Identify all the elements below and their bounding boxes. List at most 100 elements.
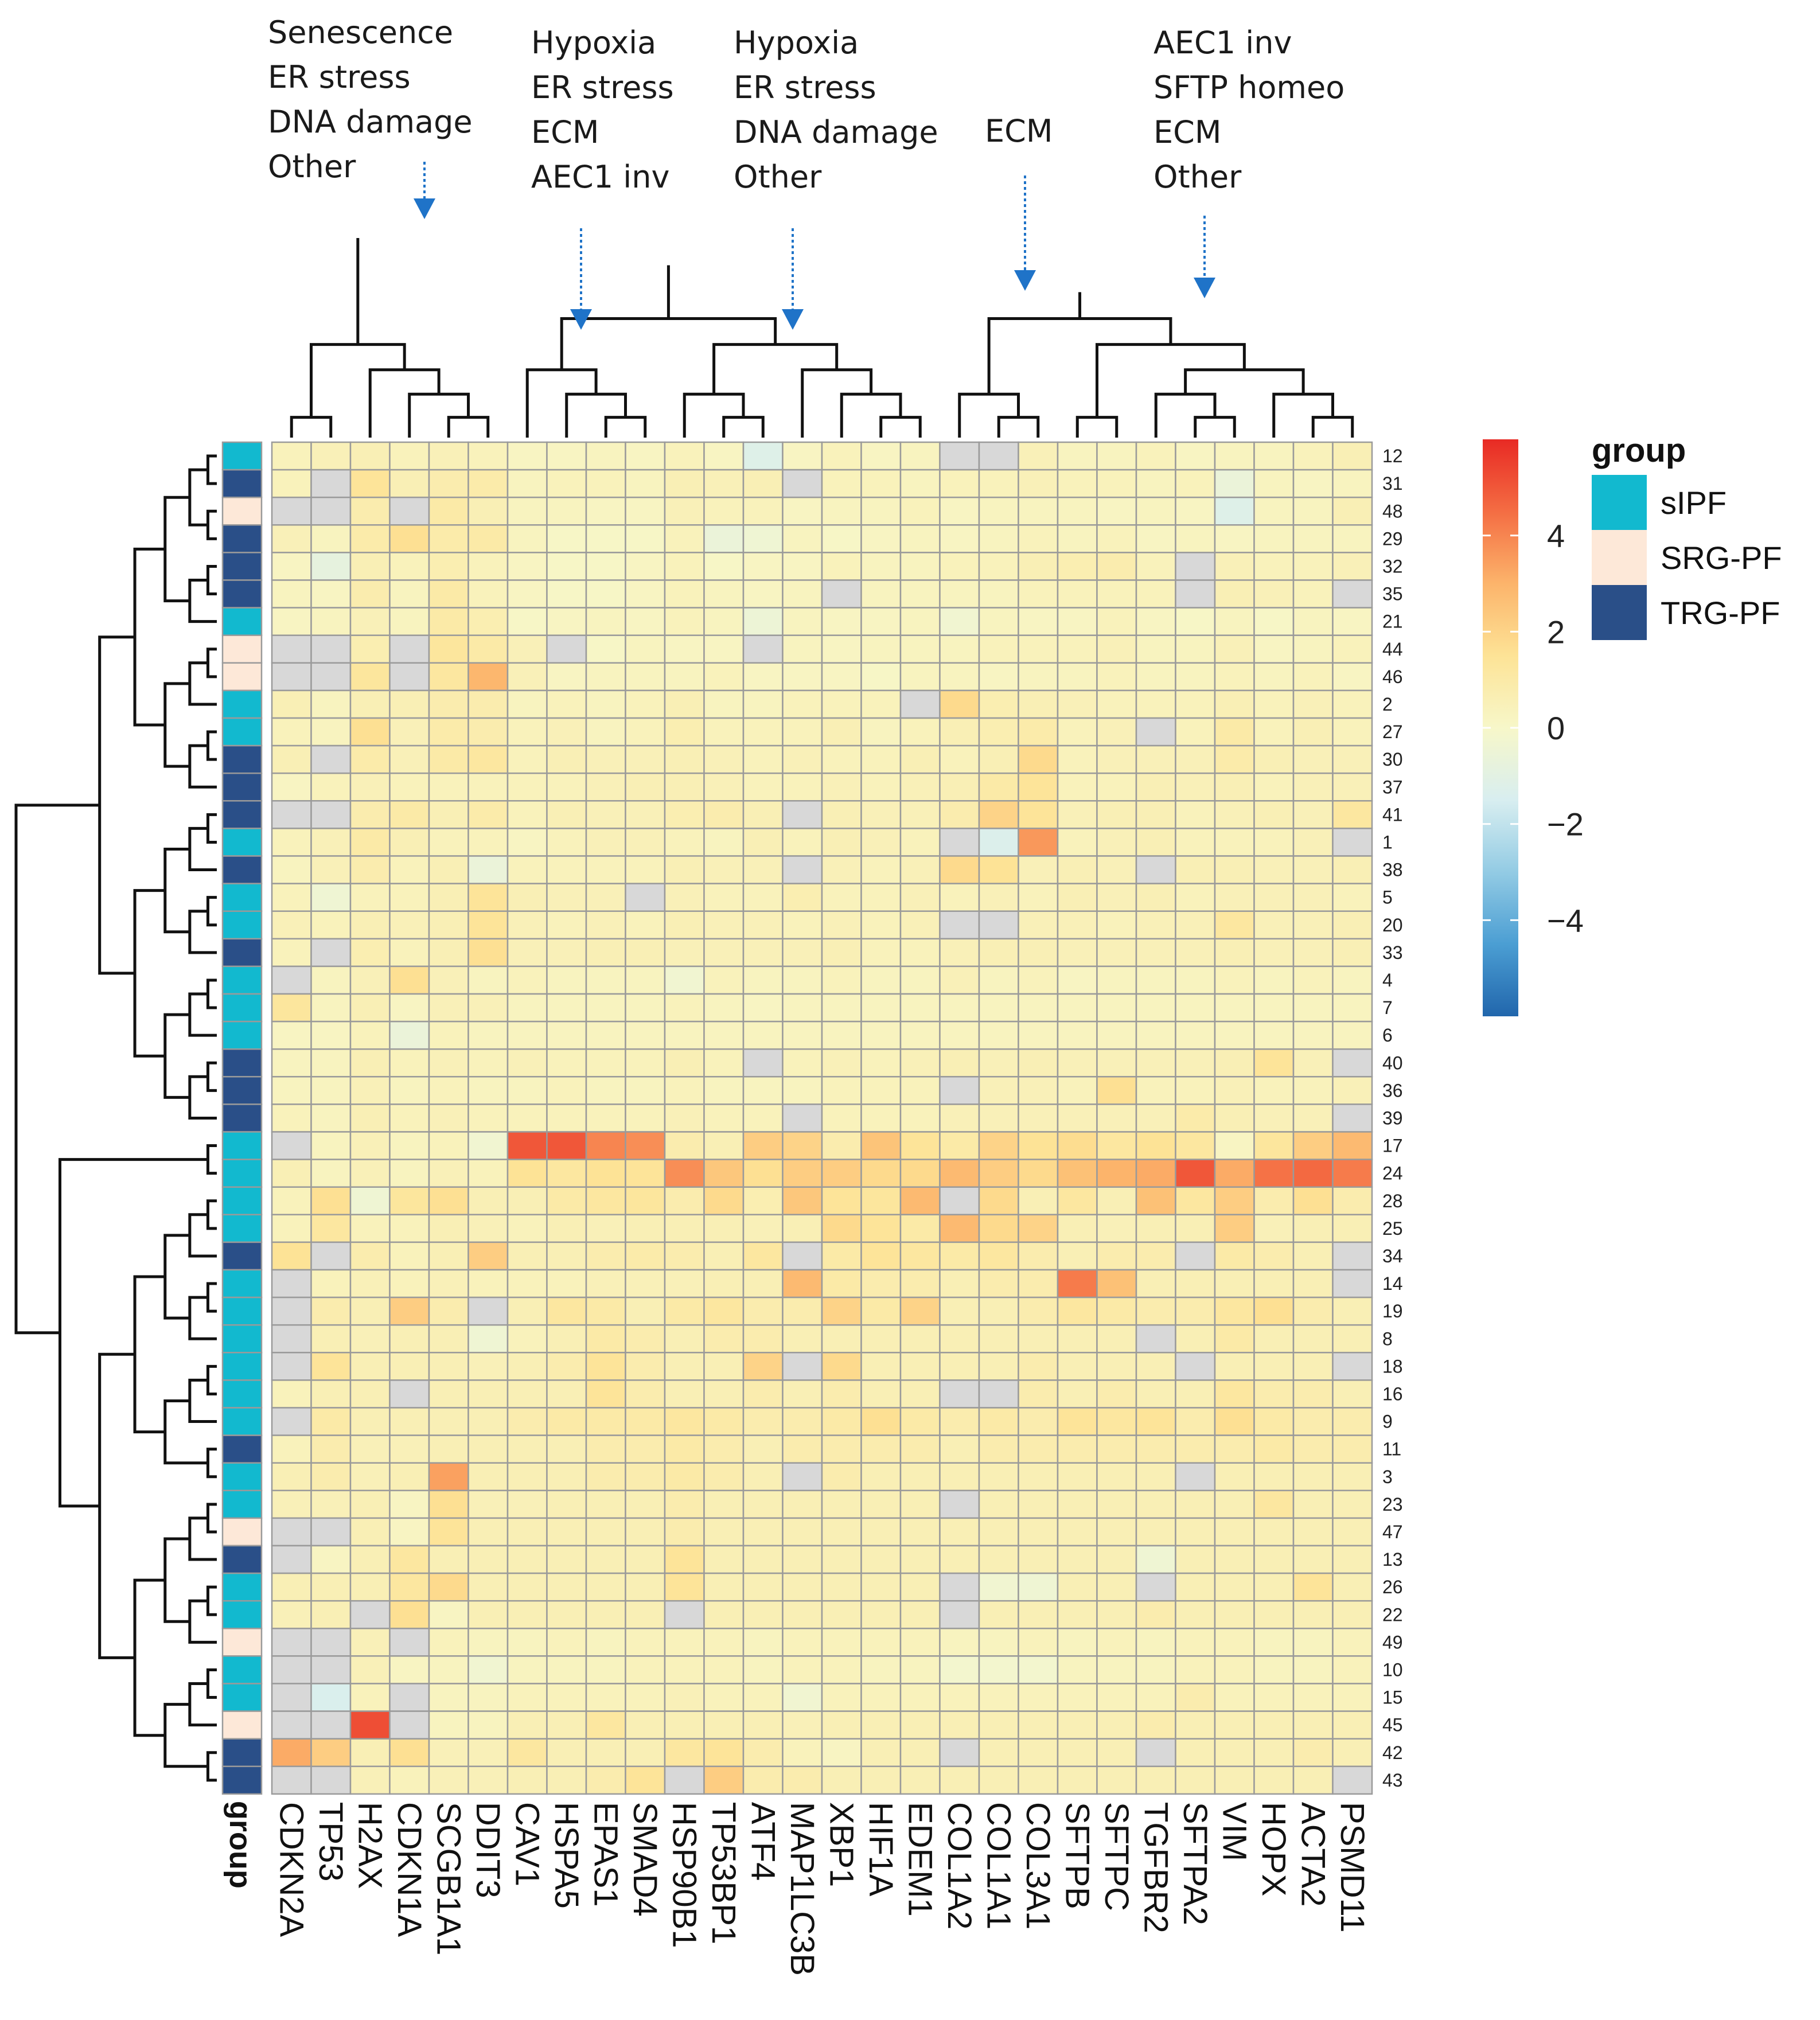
heatmap-cell bbox=[625, 1103, 666, 1133]
heatmap-cell bbox=[1332, 469, 1373, 498]
heatmap-cell bbox=[939, 1628, 980, 1657]
heatmap-cell bbox=[703, 1462, 745, 1492]
heatmap-cell bbox=[546, 1683, 587, 1712]
heatmap-cell bbox=[585, 1076, 626, 1105]
heatmap-cell bbox=[625, 1131, 666, 1160]
heatmap-cell bbox=[1135, 1214, 1176, 1243]
heatmap-cell bbox=[978, 1710, 1019, 1740]
row-dendrogram-branch bbox=[98, 1352, 135, 1659]
heatmap-cell bbox=[742, 1628, 784, 1657]
heatmap-cell bbox=[1135, 1434, 1176, 1464]
heatmap-cell bbox=[1214, 717, 1255, 747]
heatmap-cell bbox=[1018, 1683, 1059, 1712]
heatmap-cell bbox=[1135, 1241, 1176, 1271]
heatmap-cell bbox=[1253, 496, 1295, 526]
heatmap-cell bbox=[664, 855, 705, 884]
heatmap-cell bbox=[1018, 1462, 1059, 1492]
heatmap-cell bbox=[389, 1517, 430, 1547]
heatmap-cell bbox=[1175, 993, 1216, 1023]
heatmap-cell bbox=[1018, 1738, 1059, 1768]
heatmap-cell bbox=[546, 910, 587, 940]
heatmap-cells bbox=[271, 441, 1373, 1795]
heatmap-cell bbox=[821, 965, 862, 995]
heatmap-cell bbox=[1253, 1572, 1295, 1602]
heatmap-cell bbox=[506, 744, 548, 774]
heatmap-cell bbox=[585, 1572, 626, 1602]
heatmap-cell bbox=[821, 1159, 862, 1188]
heatmap-cell bbox=[703, 1434, 745, 1464]
heatmap-cell bbox=[271, 1517, 312, 1547]
heatmap-cell bbox=[821, 1655, 862, 1684]
legend-swatch bbox=[1592, 475, 1647, 530]
heatmap-cell bbox=[389, 1241, 430, 1271]
heatmap-cell bbox=[939, 1159, 980, 1188]
heatmap-cell bbox=[1018, 1352, 1059, 1381]
row-label: 43 bbox=[1382, 1770, 1403, 1791]
heatmap-cell bbox=[1214, 1628, 1255, 1657]
heatmap-cell bbox=[467, 469, 509, 498]
heatmap-cell bbox=[742, 1048, 784, 1078]
heatmap-cell bbox=[821, 717, 862, 747]
heatmap-cell bbox=[428, 855, 469, 884]
heatmap-cell bbox=[506, 1379, 548, 1409]
heatmap-cell bbox=[546, 634, 587, 664]
heatmap-cell bbox=[506, 1434, 548, 1464]
row-dendrogram-branch bbox=[206, 1061, 217, 1092]
heatmap-cell bbox=[1018, 607, 1059, 636]
heatmap-cell bbox=[978, 1241, 1019, 1271]
heatmap-cell bbox=[978, 1352, 1019, 1381]
annotation-line: Other bbox=[268, 149, 356, 185]
heatmap-cell bbox=[860, 1572, 902, 1602]
heatmap-cell bbox=[1253, 552, 1295, 581]
heatmap-cell bbox=[1175, 1572, 1216, 1602]
heatmap-cell bbox=[1018, 938, 1059, 968]
heatmap-cell bbox=[742, 441, 784, 471]
heatmap-cell bbox=[1253, 744, 1295, 774]
heatmap-cell bbox=[506, 1048, 548, 1078]
heatmap-cell bbox=[821, 1765, 862, 1795]
heatmap-cell bbox=[664, 1545, 705, 1574]
heatmap-cell bbox=[428, 1379, 469, 1409]
heatmap-cell bbox=[1292, 1655, 1334, 1684]
heatmap-cell bbox=[703, 1020, 745, 1050]
heatmap-cell bbox=[742, 1214, 784, 1243]
heatmap-cell bbox=[310, 579, 352, 609]
heatmap-cell bbox=[625, 1296, 666, 1326]
heatmap-cell bbox=[978, 1020, 1019, 1050]
row-dendrogram-branch bbox=[206, 1668, 217, 1699]
heatmap-cell bbox=[703, 993, 745, 1023]
row-dendrogram-branch bbox=[206, 1282, 217, 1313]
heatmap-cell bbox=[467, 1379, 509, 1409]
heatmap-cell bbox=[821, 993, 862, 1023]
heatmap-cell bbox=[1096, 1545, 1137, 1574]
heatmap-cell bbox=[939, 634, 980, 664]
heatmap-cell bbox=[899, 1434, 941, 1464]
heatmap-cell bbox=[1332, 607, 1373, 636]
heatmap-cell bbox=[467, 441, 509, 471]
heatmap-cell bbox=[1214, 1103, 1255, 1133]
heatmap-cell bbox=[467, 634, 509, 664]
heatmap-cell bbox=[978, 1600, 1019, 1629]
heatmap-cell bbox=[899, 496, 941, 526]
heatmap-cell bbox=[546, 1186, 587, 1216]
heatmap-cell bbox=[428, 1628, 469, 1657]
annotation-line: Other bbox=[734, 159, 822, 195]
column-dendrogram-branch bbox=[1311, 416, 1354, 438]
heatmap-cell bbox=[1018, 469, 1059, 498]
heatmap-cell bbox=[1018, 717, 1059, 747]
heatmap-cell bbox=[703, 883, 745, 912]
heatmap-cell bbox=[467, 524, 509, 553]
heatmap-cell bbox=[1096, 552, 1137, 581]
heatmap-cell bbox=[428, 579, 469, 609]
heatmap-cell bbox=[428, 1710, 469, 1740]
group-cell bbox=[221, 1379, 263, 1409]
heatmap-cell bbox=[1253, 1324, 1295, 1354]
heatmap-cell bbox=[585, 744, 626, 774]
group-cell bbox=[221, 1324, 263, 1354]
heatmap-cell bbox=[428, 441, 469, 471]
heatmap-cell bbox=[1292, 1352, 1334, 1381]
annotation-line: ER stress bbox=[531, 69, 674, 106]
heatmap-cell bbox=[1018, 883, 1059, 912]
row-label: 24 bbox=[1382, 1163, 1403, 1184]
heatmap-cell bbox=[428, 1076, 469, 1105]
